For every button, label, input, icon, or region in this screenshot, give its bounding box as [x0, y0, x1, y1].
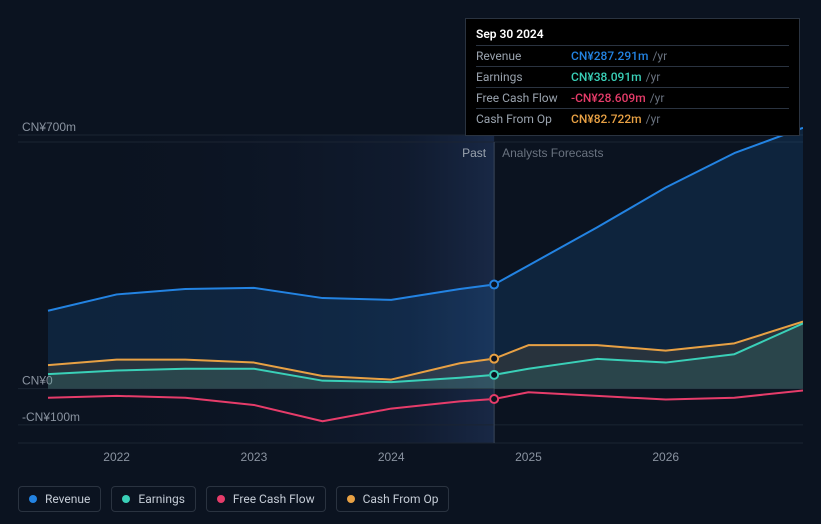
past-label: Past: [462, 146, 487, 160]
marker-free-cash-flow: [490, 395, 498, 403]
x-axis-label: 2023: [241, 450, 268, 464]
tooltip-date: Sep 30 2024: [476, 25, 789, 45]
marker-revenue: [490, 281, 498, 289]
legend: Revenue Earnings Free Cash Flow Cash From O…: [18, 486, 449, 512]
tooltip-metric-label: Cash From Op: [476, 112, 571, 126]
legend-item-revenue[interactable]: Revenue: [18, 486, 101, 512]
tooltip-row: Cash From OpCN¥82.722m/yr: [476, 108, 789, 129]
tooltip-metric-unit: /yr: [646, 70, 661, 84]
legend-label: Earnings: [138, 492, 185, 506]
data-tooltip: Sep 30 2024 RevenueCN¥287.291m/yrEarning…: [465, 18, 800, 136]
legend-dot-icon: [29, 495, 37, 503]
legend-item-earnings[interactable]: Earnings: [111, 486, 196, 512]
legend-item-cash-from-op[interactable]: Cash From Op: [336, 486, 450, 512]
tooltip-metric-value: CN¥38.091m: [571, 70, 642, 84]
y-axis-label: CN¥700m: [22, 120, 76, 134]
tooltip-metric-value: CN¥82.722m: [571, 112, 642, 126]
tooltip-metric-unit: /yr: [652, 49, 667, 63]
legend-label: Free Cash Flow: [233, 492, 315, 506]
marker-cash-from-op: [490, 355, 498, 363]
x-axis-label: 2025: [515, 450, 542, 464]
y-axis-label: -CN¥100m: [22, 410, 80, 424]
tooltip-metric-value: -CN¥28.609m: [571, 91, 646, 105]
tooltip-metric-unit: /yr: [650, 91, 665, 105]
legend-label: Cash From Op: [363, 492, 439, 506]
legend-dot-icon: [217, 495, 225, 503]
tooltip-metric-label: Free Cash Flow: [476, 91, 571, 105]
x-axis-label: 2024: [378, 450, 405, 464]
tooltip-row: EarningsCN¥38.091m/yr: [476, 66, 789, 87]
legend-label: Revenue: [45, 492, 90, 506]
tooltip-metric-value: CN¥287.291m: [571, 49, 648, 63]
marker-earnings: [490, 371, 498, 379]
x-axis-label: 2026: [652, 450, 679, 464]
tooltip-row: Free Cash Flow-CN¥28.609m/yr: [476, 87, 789, 108]
x-axis-label: 2022: [103, 450, 130, 464]
legend-dot-icon: [122, 495, 130, 503]
legend-dot-icon: [347, 495, 355, 503]
tooltip-row: RevenueCN¥287.291m/yr: [476, 45, 789, 66]
forecast-label: Analysts Forecasts: [502, 146, 603, 160]
tooltip-metric-unit: /yr: [646, 112, 661, 126]
legend-item-free-cash-flow[interactable]: Free Cash Flow: [206, 486, 326, 512]
tooltip-metric-label: Revenue: [476, 49, 571, 63]
tooltip-metric-label: Earnings: [476, 70, 571, 84]
